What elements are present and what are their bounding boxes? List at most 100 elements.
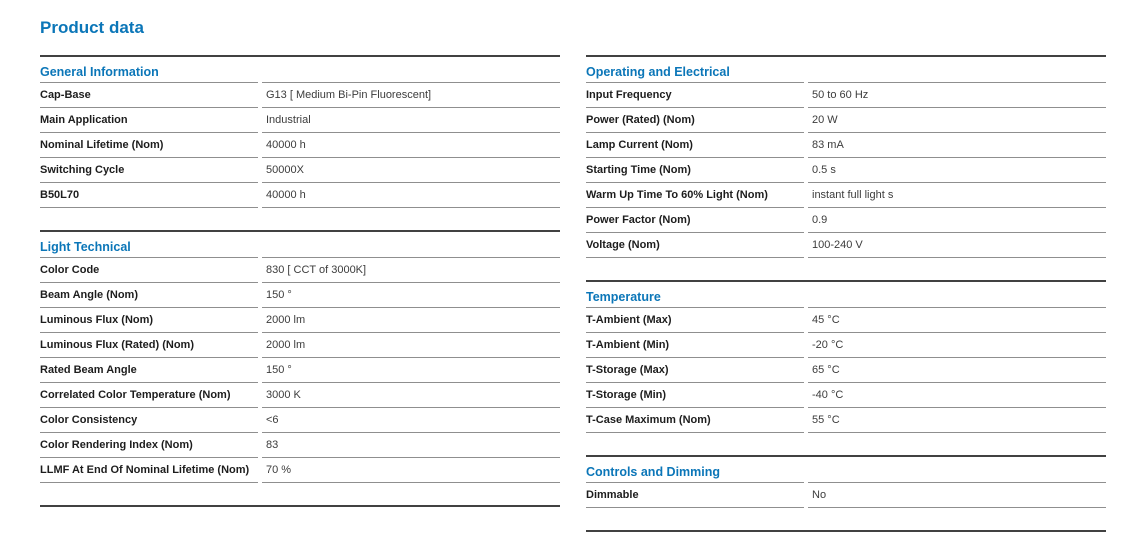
spec-row: Power Factor (Nom) 0.9 (586, 208, 1106, 233)
spec-label: T-Case Maximum (Nom) (586, 408, 804, 433)
section-rows: Cap-Base G13 [ Medium Bi-Pin Fluorescent… (40, 83, 560, 208)
spec-value: <6 (262, 408, 560, 433)
section-spacer (40, 483, 560, 505)
section-header-rule (262, 57, 560, 83)
section-rows: Color Code 830 [ CCT of 3000K] Beam Angl… (40, 258, 560, 483)
spec-row: Lamp Current (Nom) 83 mA (586, 133, 1106, 158)
spec-column-left: General Information Cap-Base G13 [ Mediu… (40, 55, 560, 532)
spec-label: Rated Beam Angle (40, 358, 258, 383)
spec-value: Industrial (262, 108, 560, 133)
spec-row: Power (Rated) (Nom) 20 W (586, 108, 1106, 133)
spec-section: Operating and Electrical Input Frequency… (586, 55, 1106, 280)
spec-row: T-Storage (Max) 65 °C (586, 358, 1106, 383)
section-header-rule (808, 282, 1106, 308)
spec-label: T-Ambient (Min) (586, 333, 804, 358)
spec-value: 830 [ CCT of 3000K] (262, 258, 560, 283)
section-title: Light Technical (40, 240, 131, 254)
spec-label: Luminous Flux (Rated) (Nom) (40, 333, 258, 358)
spec-label: T-Storage (Max) (586, 358, 804, 383)
spec-section: Temperature T-Ambient (Max) 45 °C T-Ambi… (586, 280, 1106, 455)
section-spacer (586, 508, 1106, 530)
spec-value: 2000 lm (262, 333, 560, 358)
spec-label: Lamp Current (Nom) (586, 133, 804, 158)
spec-value: 40000 h (262, 183, 560, 208)
spec-columns: General Information Cap-Base G13 [ Mediu… (40, 55, 1121, 532)
section-spacer (586, 258, 1106, 280)
spec-value: -40 °C (808, 383, 1106, 408)
spec-row: T-Case Maximum (Nom) 55 °C (586, 408, 1106, 433)
page-title: Product data (40, 18, 144, 37)
spec-row: Voltage (Nom) 100-240 V (586, 233, 1106, 258)
spec-row: Warm Up Time To 60% Light (Nom) instant … (586, 183, 1106, 208)
spec-section: Light Technical Color Code 830 [ CCT of … (40, 230, 560, 505)
spec-value: 83 mA (808, 133, 1106, 158)
section-rows: Input Frequency 50 to 60 Hz Power (Rated… (586, 83, 1106, 258)
spec-label: Dimmable (586, 483, 804, 508)
spec-value: 50000X (262, 158, 560, 183)
section-header: Controls and Dimming (586, 457, 1106, 483)
section-header: Light Technical (40, 232, 560, 258)
section-header-rule (808, 57, 1106, 83)
spec-row: Color Code 830 [ CCT of 3000K] (40, 258, 560, 283)
spec-value: 150 ° (262, 283, 560, 308)
spec-row: Nominal Lifetime (Nom) 40000 h (40, 133, 560, 158)
section-header: General Information (40, 57, 560, 83)
spec-section: General Information Cap-Base G13 [ Mediu… (40, 55, 560, 230)
spec-row: T-Storage (Min) -40 °C (586, 383, 1106, 408)
spec-label: Power (Rated) (Nom) (586, 108, 804, 133)
section-header-rule (262, 232, 560, 258)
spec-label: Power Factor (Nom) (586, 208, 804, 233)
spec-row: Dimmable No (586, 483, 1106, 508)
section-header: Temperature (586, 282, 1106, 308)
spec-value: 2000 lm (262, 308, 560, 333)
spec-row: Rated Beam Angle 150 ° (40, 358, 560, 383)
spec-label: Starting Time (Nom) (586, 158, 804, 183)
spec-value: 83 (262, 433, 560, 458)
spec-label: T-Storage (Min) (586, 383, 804, 408)
spec-value: No (808, 483, 1106, 508)
spec-row: Luminous Flux (Rated) (Nom) 2000 lm (40, 333, 560, 358)
spec-row: T-Ambient (Max) 45 °C (586, 308, 1106, 333)
section-spacer (586, 433, 1106, 455)
spec-value: 100-240 V (808, 233, 1106, 258)
spec-row: Luminous Flux (Nom) 2000 lm (40, 308, 560, 333)
spec-section: Controls and Dimming Dimmable No (586, 455, 1106, 530)
product-data-page: Product data General Information Cap-Bas… (40, 18, 1121, 532)
spec-label: Cap-Base (40, 83, 258, 108)
spec-value: 70 % (262, 458, 560, 483)
spec-label: Color Consistency (40, 408, 258, 433)
spec-label: Correlated Color Temperature (Nom) (40, 383, 258, 408)
spec-row: B50L70 40000 h (40, 183, 560, 208)
spec-value: 45 °C (808, 308, 1106, 333)
spec-label: Warm Up Time To 60% Light (Nom) (586, 183, 804, 208)
column-closing-rule (40, 505, 560, 507)
spec-label: Luminous Flux (Nom) (40, 308, 258, 333)
section-rows: Dimmable No (586, 483, 1106, 508)
spec-value: instant full light s (808, 183, 1106, 208)
spec-row: Beam Angle (Nom) 150 ° (40, 283, 560, 308)
spec-label: Main Application (40, 108, 258, 133)
spec-value: 65 °C (808, 358, 1106, 383)
spec-value: 0.5 s (808, 158, 1106, 183)
spec-value: 55 °C (808, 408, 1106, 433)
spec-row: T-Ambient (Min) -20 °C (586, 333, 1106, 358)
spec-label: Beam Angle (Nom) (40, 283, 258, 308)
spec-column-right: Operating and Electrical Input Frequency… (586, 55, 1106, 532)
spec-row: Correlated Color Temperature (Nom) 3000 … (40, 383, 560, 408)
spec-row: Main Application Industrial (40, 108, 560, 133)
spec-label: Voltage (Nom) (586, 233, 804, 258)
spec-value: 20 W (808, 108, 1106, 133)
spec-value: 150 ° (262, 358, 560, 383)
spec-value: G13 [ Medium Bi-Pin Fluorescent] (262, 83, 560, 108)
spec-label: Color Rendering Index (Nom) (40, 433, 258, 458)
spec-value: 50 to 60 Hz (808, 83, 1106, 108)
section-title: Operating and Electrical (586, 65, 730, 79)
spec-label: B50L70 (40, 183, 258, 208)
spec-row: LLMF At End Of Nominal Lifetime (Nom) 70… (40, 458, 560, 483)
spec-value: 0.9 (808, 208, 1106, 233)
spec-row: Starting Time (Nom) 0.5 s (586, 158, 1106, 183)
spec-label: Nominal Lifetime (Nom) (40, 133, 258, 158)
spec-label: Input Frequency (586, 83, 804, 108)
spec-value: 40000 h (262, 133, 560, 158)
spec-label: Color Code (40, 258, 258, 283)
